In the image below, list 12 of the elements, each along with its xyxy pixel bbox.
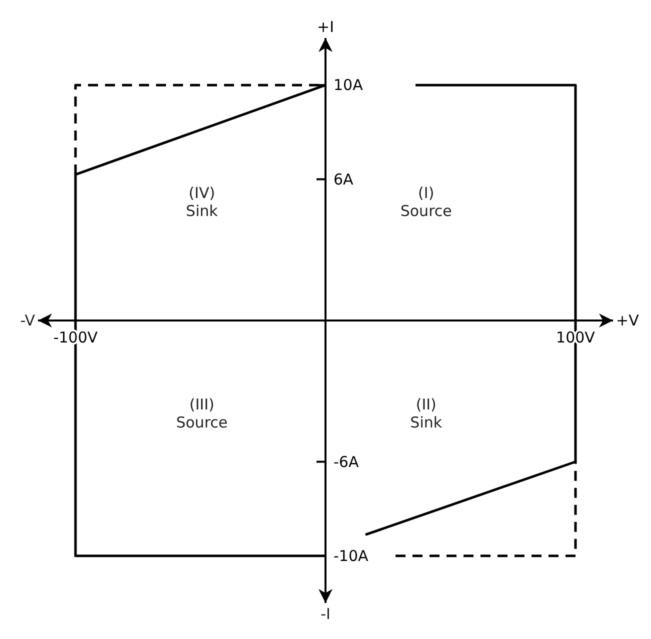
annotation: (III) Source: [176, 396, 228, 432]
y-tick-label: -10A: [334, 546, 369, 565]
annotation: (II) Sink: [410, 396, 442, 432]
x-axis-title: +V: [616, 312, 640, 330]
text: -I: [320, 605, 330, 623]
y-axis-title: +I: [317, 18, 334, 36]
y-tick-label: 10A: [334, 76, 364, 94]
text: -V: [20, 312, 36, 330]
annotation: (I) Source: [400, 184, 452, 220]
y-tick-label: 6A: [334, 170, 354, 188]
annotation: (IV) Sink: [186, 184, 218, 220]
y-tick-label: -6A: [334, 452, 360, 471]
